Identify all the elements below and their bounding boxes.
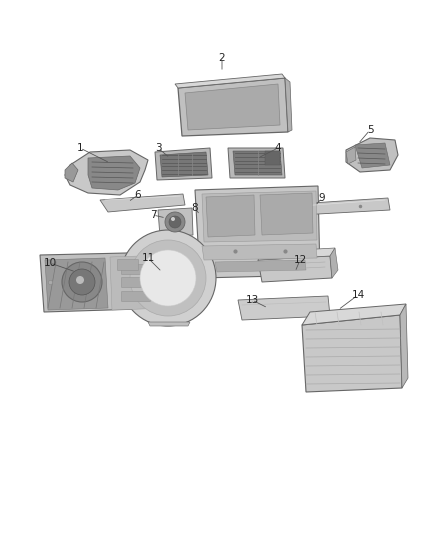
Polygon shape (155, 148, 212, 180)
Circle shape (76, 276, 84, 284)
Polygon shape (100, 194, 185, 212)
Circle shape (62, 262, 102, 302)
Text: 7: 7 (150, 210, 156, 220)
Text: 3: 3 (155, 143, 161, 153)
Text: 11: 11 (141, 253, 155, 263)
Text: 2: 2 (219, 53, 225, 63)
Polygon shape (346, 138, 398, 172)
Text: 5: 5 (367, 125, 373, 135)
Text: 8: 8 (192, 203, 198, 213)
Circle shape (69, 269, 95, 295)
Polygon shape (258, 256, 332, 282)
FancyBboxPatch shape (121, 278, 151, 287)
Polygon shape (285, 78, 292, 132)
Polygon shape (195, 186, 320, 278)
Polygon shape (88, 156, 140, 190)
Circle shape (165, 212, 185, 232)
Circle shape (171, 217, 175, 221)
Text: 4: 4 (275, 143, 281, 153)
Polygon shape (265, 151, 280, 165)
Polygon shape (202, 244, 317, 260)
Circle shape (140, 250, 196, 306)
Polygon shape (330, 248, 338, 278)
Polygon shape (302, 315, 402, 392)
Polygon shape (228, 148, 285, 178)
Polygon shape (45, 258, 108, 310)
Polygon shape (148, 322, 190, 326)
Polygon shape (202, 191, 317, 242)
Circle shape (169, 216, 181, 228)
Polygon shape (65, 150, 148, 195)
Polygon shape (185, 84, 280, 130)
Polygon shape (206, 195, 255, 237)
Polygon shape (178, 78, 288, 136)
Text: 13: 13 (245, 295, 258, 305)
FancyBboxPatch shape (121, 292, 151, 302)
FancyBboxPatch shape (117, 260, 138, 271)
Circle shape (120, 230, 216, 326)
Circle shape (130, 240, 206, 316)
Polygon shape (175, 74, 285, 88)
Polygon shape (40, 252, 172, 312)
Polygon shape (346, 147, 356, 164)
Polygon shape (110, 255, 170, 310)
Polygon shape (238, 296, 330, 320)
Polygon shape (400, 304, 408, 388)
Polygon shape (158, 208, 193, 237)
Polygon shape (258, 248, 335, 260)
Polygon shape (215, 260, 306, 272)
Polygon shape (233, 151, 282, 175)
Polygon shape (160, 152, 208, 177)
Polygon shape (65, 163, 78, 182)
Text: 9: 9 (319, 193, 325, 203)
Polygon shape (355, 143, 390, 168)
Text: 10: 10 (43, 258, 57, 268)
Polygon shape (260, 193, 313, 235)
Polygon shape (296, 198, 390, 215)
Text: 14: 14 (351, 290, 364, 300)
Text: 12: 12 (293, 255, 307, 265)
Text: 6: 6 (135, 190, 141, 200)
FancyBboxPatch shape (121, 264, 151, 274)
Polygon shape (302, 304, 406, 325)
Text: 1: 1 (77, 143, 83, 153)
